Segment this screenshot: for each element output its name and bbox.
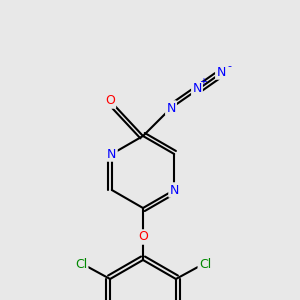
Text: N: N: [192, 82, 202, 95]
Text: Cl: Cl: [199, 259, 211, 272]
Text: -: -: [227, 61, 231, 71]
Text: N: N: [107, 148, 116, 160]
Text: N: N: [169, 184, 179, 196]
Text: +: +: [199, 77, 207, 87]
Text: O: O: [105, 94, 115, 107]
Text: N: N: [166, 101, 176, 115]
Text: Cl: Cl: [75, 259, 87, 272]
Text: N: N: [216, 65, 226, 79]
Text: O: O: [138, 230, 148, 244]
